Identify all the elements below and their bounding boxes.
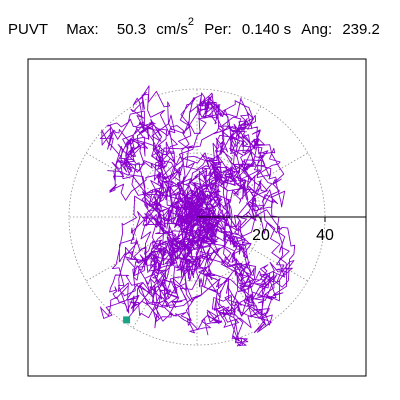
max-unit-text: cm/s (156, 21, 188, 38)
max-label: Max: (66, 21, 99, 38)
angle-value: 239.2 (342, 21, 380, 38)
max-unit: cm/s2 (156, 16, 194, 39)
ring-tick-label: 20 (252, 227, 270, 244)
angle-label: Ang: (301, 21, 333, 38)
trace-path (99, 85, 296, 347)
period-value: 0.140 s (241, 21, 292, 38)
max-unit-exponent: 2 (187, 16, 195, 28)
period-label: Per: (204, 21, 232, 38)
plot-header: PUVT Max: 50.3 cm/s2 Per: 0.140 s Ang: 2… (8, 16, 380, 39)
ring-tick-labels: 20 40 (252, 227, 334, 244)
ring-tick-label: 40 (316, 227, 334, 244)
east-axis (197, 216, 366, 222)
grid-spoke (196, 216, 309, 282)
max-value: 50.3 (116, 21, 147, 38)
plot-frame (27, 58, 367, 377)
motion-trace (99, 85, 296, 347)
trace-end-marker (123, 316, 131, 324)
station-code: PUVT (8, 21, 49, 38)
